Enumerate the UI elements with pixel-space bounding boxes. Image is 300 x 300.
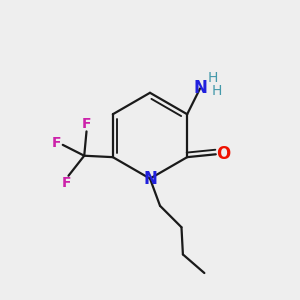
Text: H: H bbox=[208, 70, 218, 85]
Text: N: N bbox=[193, 80, 207, 98]
Text: F: F bbox=[61, 176, 71, 190]
Text: F: F bbox=[82, 117, 91, 131]
Text: H: H bbox=[212, 84, 222, 98]
Text: O: O bbox=[216, 145, 230, 163]
Text: F: F bbox=[52, 136, 61, 150]
Text: N: N bbox=[143, 169, 157, 188]
